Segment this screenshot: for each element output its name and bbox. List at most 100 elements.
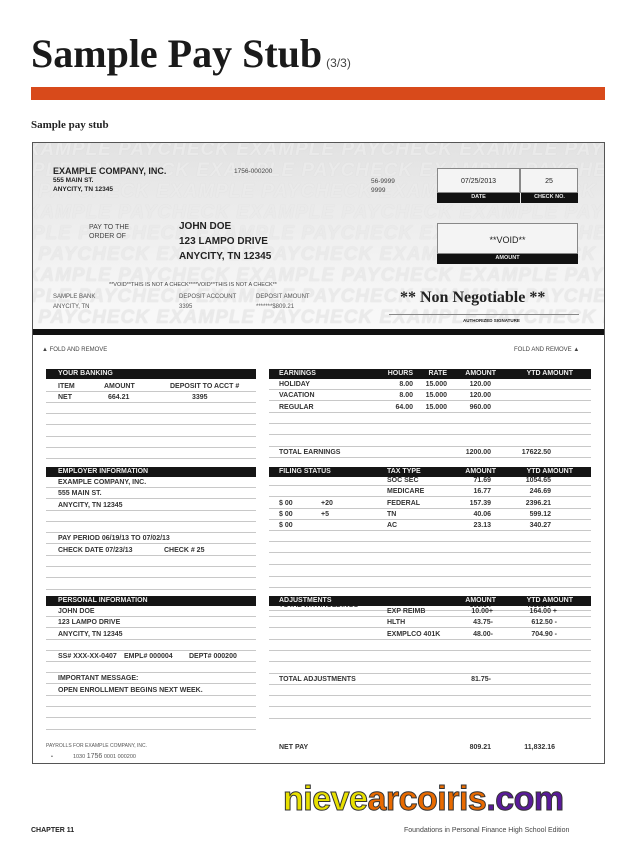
watermark-text: EXAMPLE PAYCHECK EXAMPLE PAYCHECK EXAMPL…: [33, 143, 604, 160]
table-row: EXP REIMB 10.00+ 164.00 +: [269, 606, 591, 617]
net-pay-label: NET PAY: [279, 744, 309, 751]
routing-bottom: 9999: [371, 187, 386, 194]
blank-row: [269, 696, 591, 708]
column-header: ITEM: [58, 383, 75, 390]
pay-to-label: PAY TO THE: [89, 224, 130, 231]
cell: JOHN DOE: [58, 608, 95, 615]
cell: +5: [321, 510, 329, 518]
message-label: IMPORTANT MESSAGE:: [58, 675, 139, 682]
blank-row: [46, 640, 256, 651]
employee-number: EMPL# 000004: [124, 653, 173, 660]
check-number: 25: [545, 178, 553, 185]
net-pay-row: NET PAY 809.21 11,832.16: [269, 742, 591, 753]
cell: EXMPLCO 401K: [387, 630, 441, 638]
column-header: DEPOSIT TO ACCT #: [170, 383, 240, 390]
cell: 3395: [192, 394, 208, 401]
total-row: TOTAL ADJUSTMENTS 81.75-: [269, 674, 591, 685]
payee-city: ANYCITY, TN 12345: [179, 251, 272, 262]
check-divider: [33, 329, 604, 335]
date-label: DATE: [437, 193, 520, 203]
check-date: CHECK DATE 07/23/13: [58, 547, 133, 554]
check-company: EXAMPLE COMPANY, INC.: [53, 166, 167, 176]
payee-name: JOHN DOE: [179, 221, 232, 232]
accent-bar: [31, 87, 605, 100]
blank-row: [46, 426, 256, 437]
blank-row: [46, 719, 256, 730]
cell: 164.00 +: [529, 608, 557, 615]
cell: 157.39: [469, 499, 491, 507]
column-header-row: ITEM AMOUNT DEPOSIT TO ACCT #: [46, 381, 256, 392]
blank-row: [46, 522, 256, 533]
cell: 71.69: [473, 477, 491, 484]
check-code: 1756-000200: [234, 168, 273, 175]
deposit-amount-label: DEPOSIT AMOUNT: [256, 294, 310, 300]
table-row: SOC SEC 71.69 1054.65: [269, 475, 591, 486]
cell: 340.27: [529, 522, 551, 530]
cell: $ 00: [279, 522, 293, 530]
cell: 599.12: [529, 510, 551, 518]
fold-right: FOLD AND REMOVE ▲: [514, 347, 580, 353]
cell: YTD AMOUNT: [526, 468, 573, 475]
cell: RATE: [428, 370, 447, 377]
net-pay-amount: 809.21: [469, 744, 491, 751]
section-title: YOUR BANKING: [58, 370, 113, 377]
order-of-label: ORDER OF: [89, 233, 126, 240]
blank-row: [269, 436, 591, 447]
blank-row: [269, 413, 591, 424]
cell: 612.50 -: [531, 619, 557, 627]
blank-row: [269, 566, 591, 577]
check-amount: **VOID**: [489, 235, 526, 245]
payroll-footer: PAYROLLS FOR EXAMPLE COMPANY, INC.: [46, 743, 148, 749]
cell: AMOUNT: [465, 370, 496, 377]
section-header: PERSONAL INFORMATION: [46, 596, 256, 606]
blank-row: [46, 437, 256, 448]
cell: EXP REIMB: [387, 608, 426, 615]
department: DEPT# 000200: [189, 653, 237, 660]
blank-row: [269, 651, 591, 663]
cell: 40.06: [473, 510, 491, 518]
cell: +20: [321, 499, 333, 507]
cell: HOURS: [387, 370, 413, 377]
deposit-amount: *******$809.21: [256, 304, 295, 310]
net-pay-ytd: 11,832.16: [524, 744, 555, 751]
deposit-account-label: DEPOSIT ACCOUNT: [179, 294, 237, 300]
total-label: TOTAL ADJUSTMENTS: [279, 676, 356, 683]
cell: SOC SEC: [387, 477, 419, 484]
table-row: 123 LAMPO DRIVE: [46, 617, 256, 629]
table-row: EXMPLCO 401K 48.00- 704.90 -: [269, 629, 591, 640]
cell: 120.00: [469, 381, 491, 388]
blank-row: [269, 531, 591, 542]
cell: 123 LAMPO DRIVE: [58, 619, 121, 627]
blank-row: [269, 685, 591, 696]
total-ytd: 17622.50: [521, 449, 551, 456]
table-row: $ 00 +5 TN 40.06 599.12: [269, 509, 591, 520]
blank-row: [46, 511, 256, 522]
blank-row: [46, 403, 256, 414]
blank-row: [46, 579, 256, 590]
total-amount: 1200.00: [465, 449, 491, 456]
cell: EXAMPLE COMPANY, INC.: [58, 479, 147, 486]
watermark-text: EXAMPLE PAYCHECK EXAMPLE PAYCHECK EXAMPL…: [33, 265, 604, 286]
table-row: $ 00 AC 23.13 340.27: [269, 520, 591, 532]
cell: 664.21: [108, 394, 130, 401]
cell: ANYCITY, TN 12345: [58, 501, 123, 509]
check-section: EXAMPLE PAYCHECK EXAMPLE PAYCHECK EXAMPL…: [33, 143, 604, 335]
column-header-row: FILING STATUS TAX TYPE AMOUNT YTD AMOUNT: [269, 467, 591, 477]
blank-row: [269, 708, 591, 719]
blank-row: [269, 424, 591, 436]
cell: ANYCITY, TN 12345: [58, 630, 123, 638]
cell: FILING STATUS: [279, 468, 331, 475]
table-row: NET 664.21 3395: [46, 392, 256, 403]
watermark-text: EXAMPLE PAYCHECK EXAMPLE PAYCHECK EXAMPL…: [33, 286, 604, 307]
cell: 960.00: [469, 403, 491, 411]
table-row: OPEN ENROLLMENT BEGINS NEXT WEEK.: [46, 685, 256, 696]
cell: 10.00+: [471, 608, 493, 615]
check-company-city: ANYCITY, TN 12345: [53, 186, 113, 193]
table-row: ANYCITY, TN 12345: [46, 629, 256, 640]
table-row: JOHN DOE: [46, 606, 256, 617]
cell: AC: [387, 522, 398, 530]
blank-row: [46, 696, 256, 707]
cell: 15.000: [425, 381, 447, 388]
bank-name: SAMPLE BANK: [53, 294, 96, 300]
cell: REGULAR: [279, 403, 314, 411]
